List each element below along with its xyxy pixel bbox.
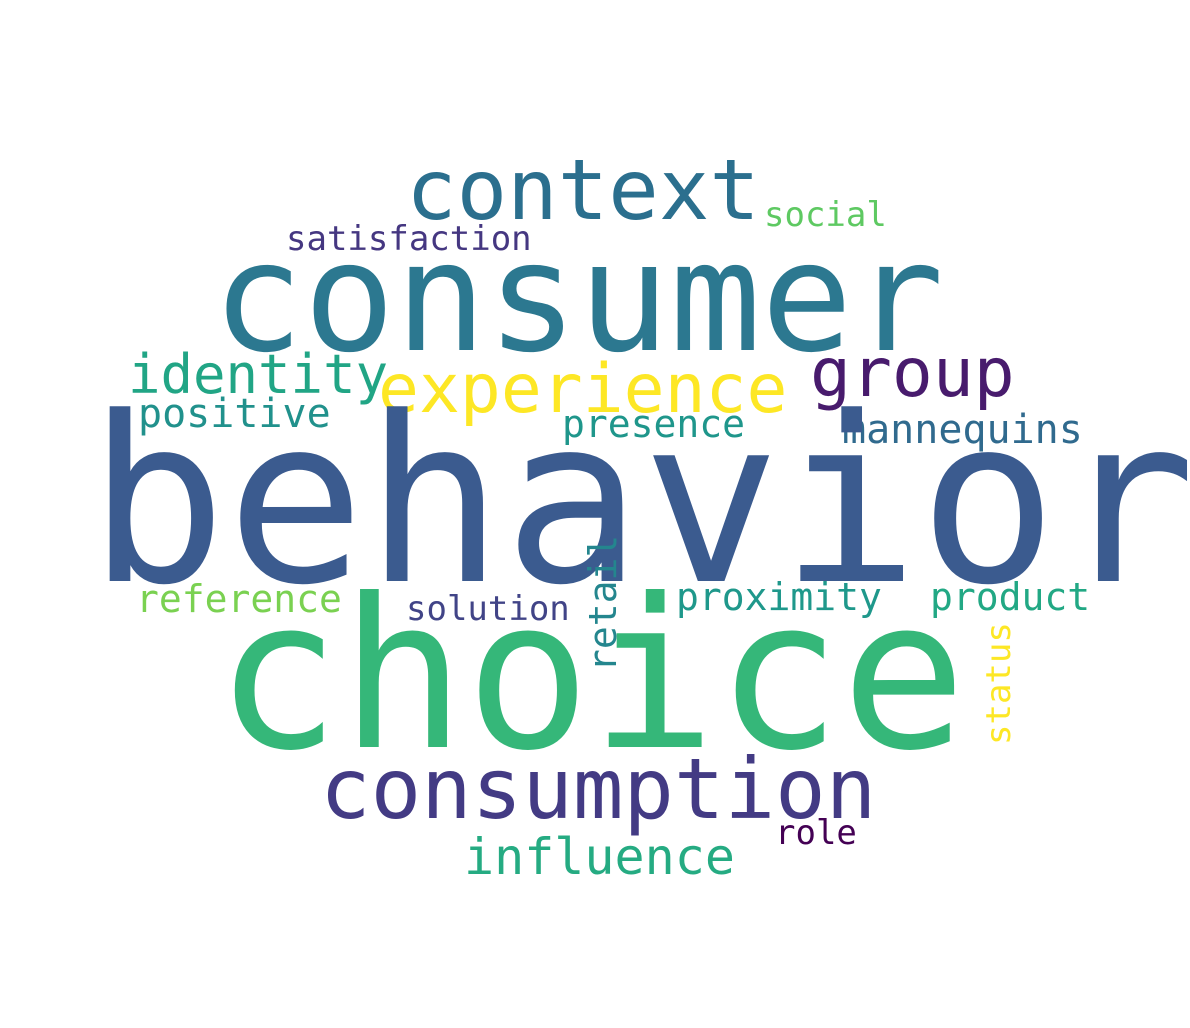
word-status: status	[979, 622, 1019, 745]
word-experience: experience	[378, 350, 788, 429]
word-retail: retail	[581, 534, 625, 672]
word-context: context	[406, 141, 761, 239]
word-social: social	[764, 195, 887, 235]
word-product: product	[930, 575, 1091, 619]
word-consumer: consumer	[212, 209, 945, 386]
word-consumption: consumption	[320, 740, 877, 838]
word-group: group	[810, 334, 1015, 413]
word-behavior: behavior	[88, 369, 1190, 636]
word-satisfaction: satisfaction	[286, 219, 532, 259]
word-positive: positive	[138, 391, 331, 437]
word-influence: influence	[464, 828, 735, 886]
word-role: role	[775, 813, 857, 853]
word-presence: presence	[562, 402, 746, 446]
word-identity: identity	[128, 343, 389, 406]
word-mannequins: mannequins	[842, 407, 1083, 453]
word-solution: solution	[406, 589, 570, 629]
word-reference: reference	[136, 577, 342, 621]
word-proximity: proximity	[676, 575, 882, 619]
word-choice: choice	[215, 555, 967, 797]
